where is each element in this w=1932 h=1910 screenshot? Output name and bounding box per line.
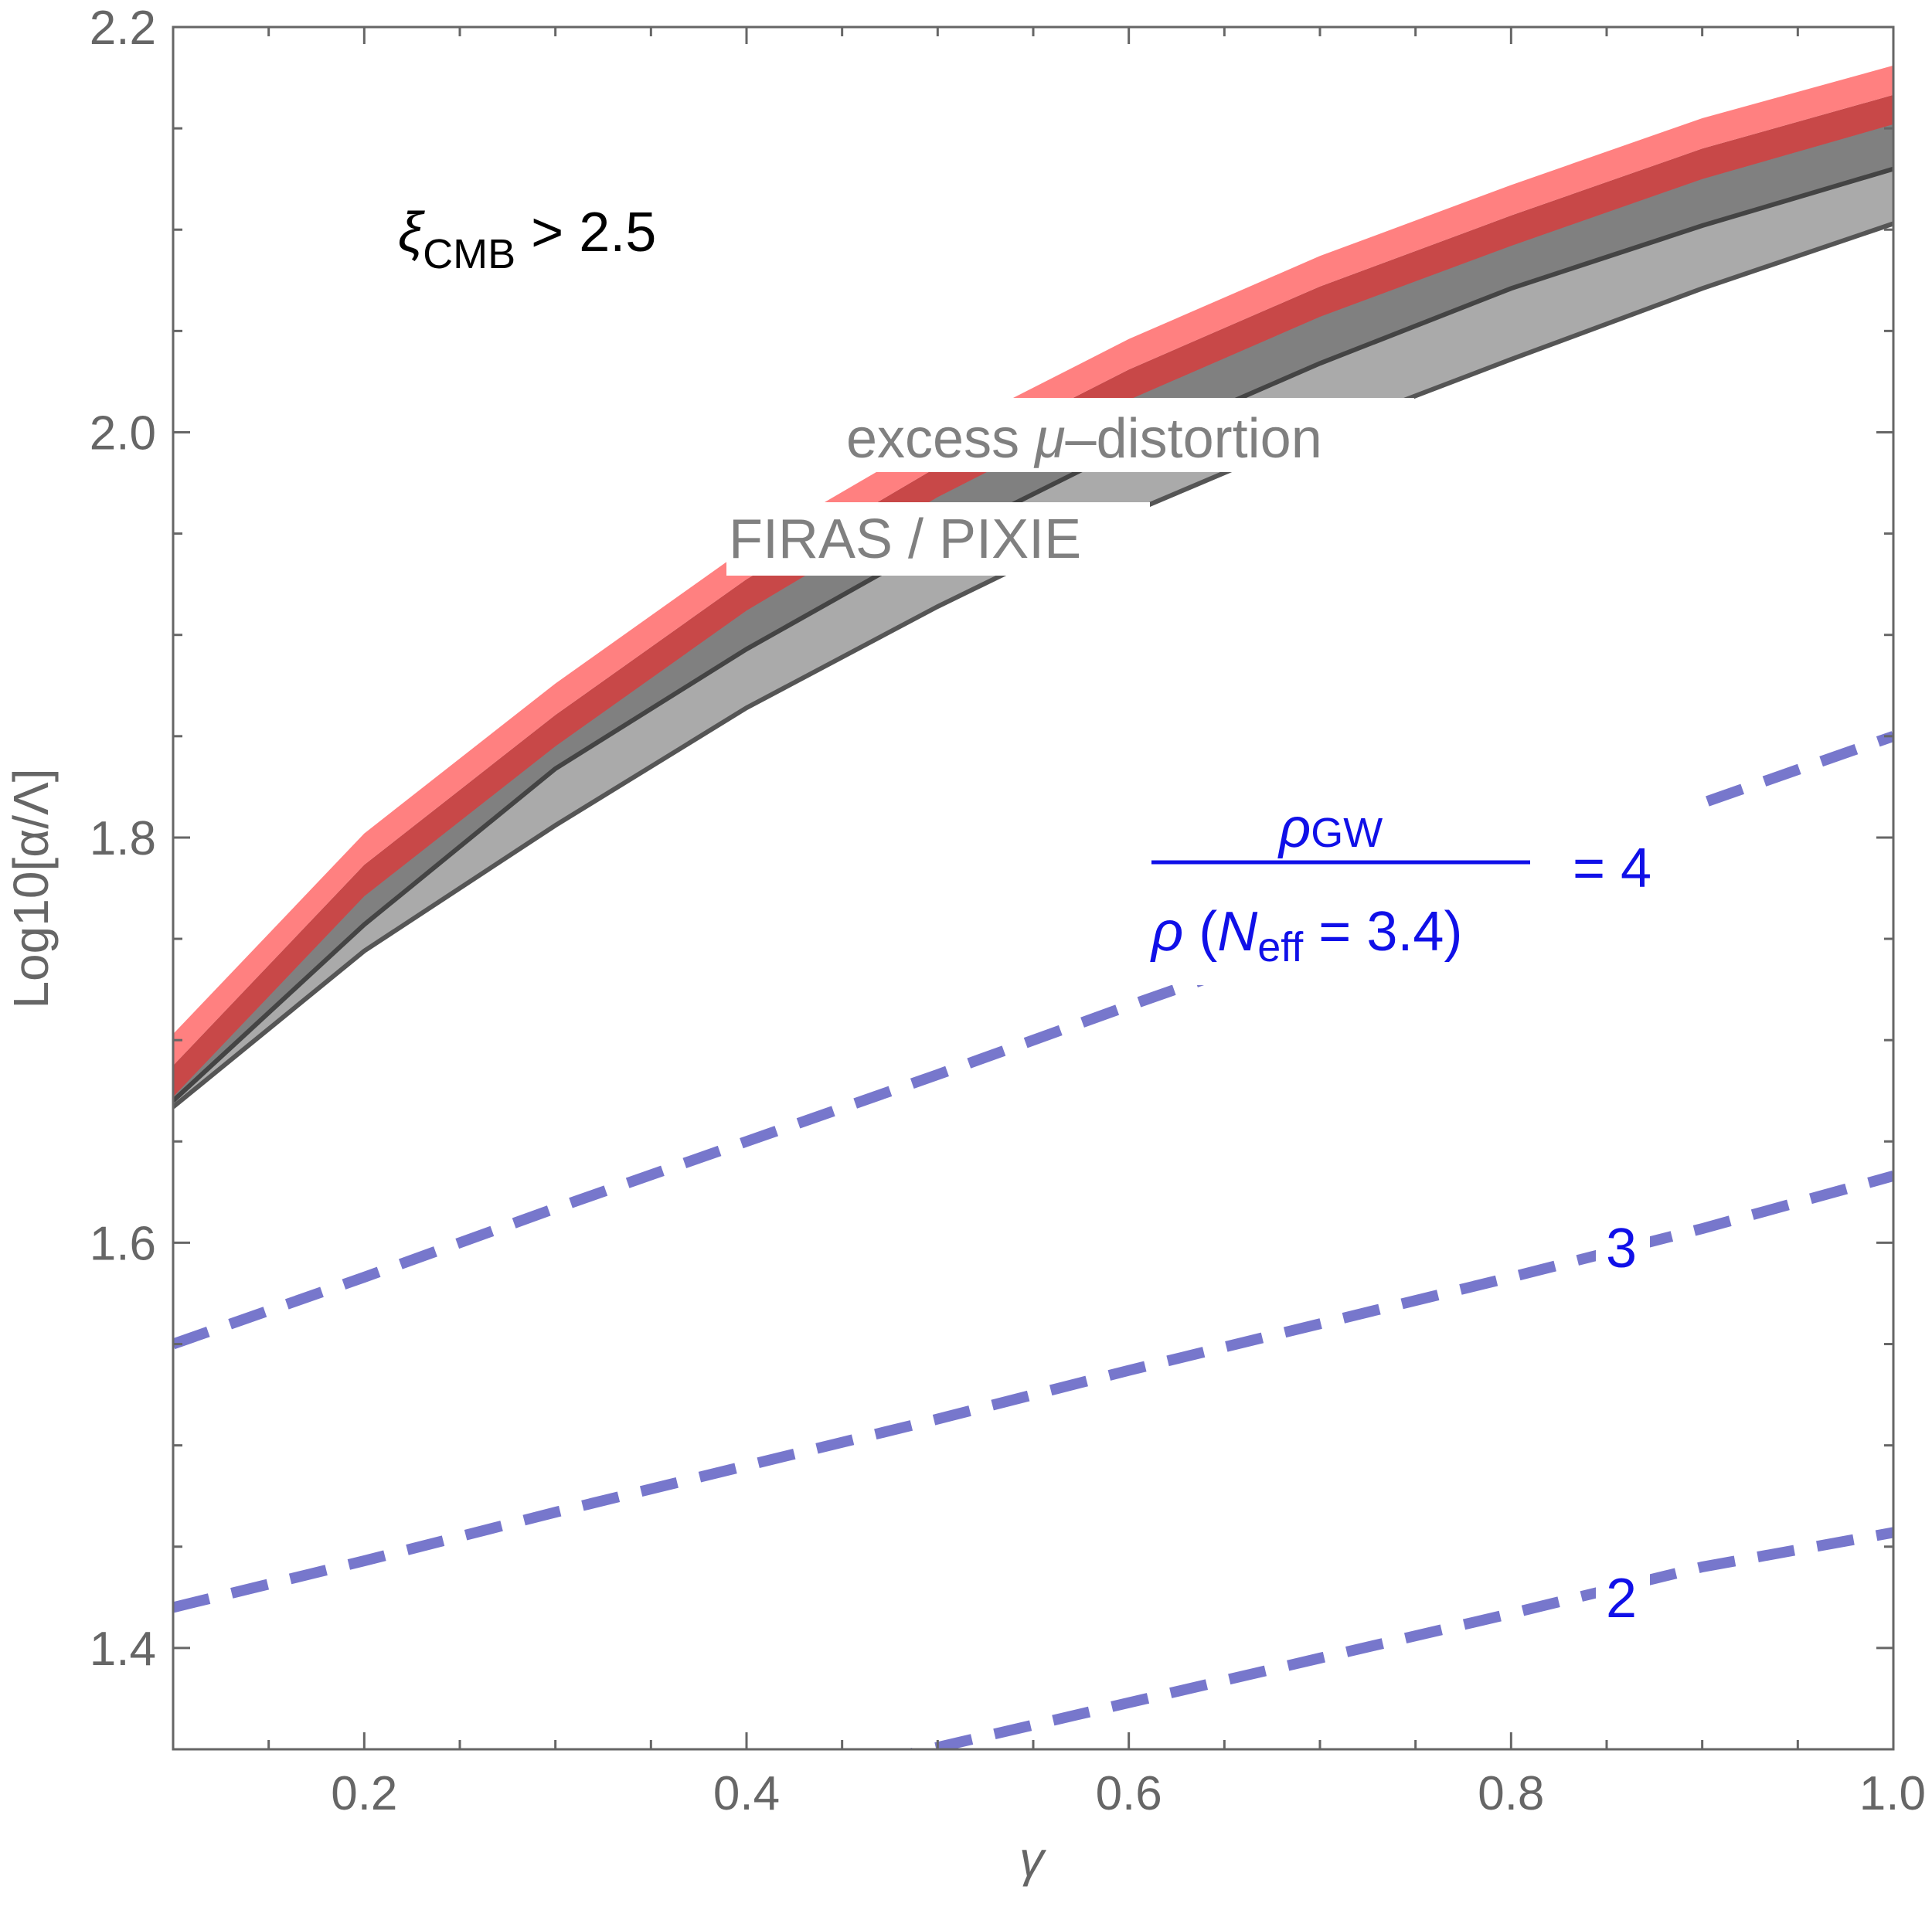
plot-area — [173, 65, 1893, 1749]
x-tick-label: 0.4 — [713, 1767, 780, 1820]
y-tick-label: 1.6 — [90, 1217, 156, 1270]
y-tick-label: 2.0 — [90, 406, 156, 460]
y-tick-label: 2.2 — [90, 2, 156, 55]
mu-label-background — [842, 398, 1414, 472]
axis-ticks: 0.2 0.4 0.6 0.8 1.0 1.4 1.6 1.8 2.0 2.2 — [90, 2, 1926, 1820]
x-tick-label: 1.0 — [1859, 1767, 1926, 1820]
y-axis-title: Log10[α/Λ] — [3, 768, 59, 1008]
contour-label-3: 3 — [1606, 1218, 1637, 1280]
y-tick-label: 1.8 — [90, 812, 156, 865]
equals-4-label: = 4 — [1573, 838, 1651, 899]
dark-gray-region — [173, 107, 1893, 1101]
rho-label-background — [1144, 796, 1700, 985]
firas-pixie-label: FIRAS / PIXIE — [729, 508, 1081, 570]
dark-gray-upper-edge — [173, 166, 1893, 1103]
annotations: ξCMB > 2.5 excess μ–distortion FIRAS / P… — [398, 202, 1700, 1630]
x-tick-label: 0.6 — [1096, 1767, 1162, 1820]
rho-numerator: ρGW — [1277, 797, 1383, 859]
xi-annotation: ξCMB > 2.5 — [398, 202, 656, 277]
label-3-background — [1596, 1215, 1650, 1280]
rho-denominator: ρ (Neff = 3.4) — [1150, 901, 1462, 970]
firas-label-background — [726, 502, 1150, 576]
light-gray-region — [173, 168, 1893, 1107]
x-axis-title: γ — [1019, 1831, 1047, 1887]
label-2-background — [1596, 1565, 1650, 1630]
x-tick-label: 0.2 — [331, 1767, 397, 1820]
mu-distortion-label: excess μ–distortion — [846, 408, 1322, 470]
x-tick-label: 0.8 — [1478, 1767, 1544, 1820]
y-tick-label: 1.4 — [90, 1623, 156, 1676]
contour-label-2: 2 — [1606, 1568, 1637, 1630]
